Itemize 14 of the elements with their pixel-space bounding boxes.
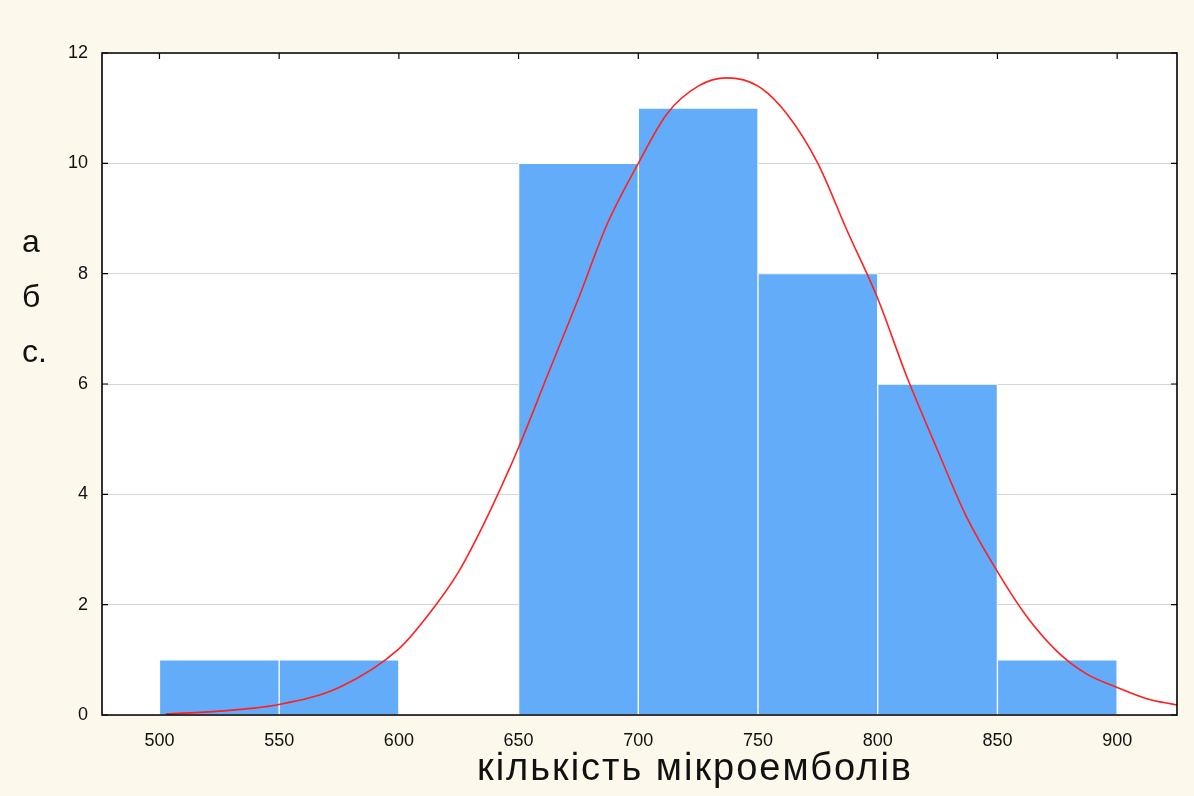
x-tick-label: 600 (383, 729, 414, 750)
y-tick-label: 8 (77, 262, 88, 283)
line-series (165, 77, 1177, 715)
y-tick-label: 10 (67, 152, 88, 173)
y-tick-label: 6 (77, 372, 88, 393)
x-tick-label: 900 (1102, 729, 1133, 750)
y-tick-label: 4 (77, 483, 88, 504)
y-tick-label: 2 (77, 593, 88, 614)
y-tick-label: 0 (77, 703, 88, 724)
x-tick-label: 850 (982, 729, 1013, 750)
y-tick-label: 12 (67, 41, 88, 62)
y-axis-title: абс. (22, 222, 47, 371)
x-tick-label: 500 (144, 729, 175, 750)
x-tick-label: 550 (264, 729, 295, 750)
